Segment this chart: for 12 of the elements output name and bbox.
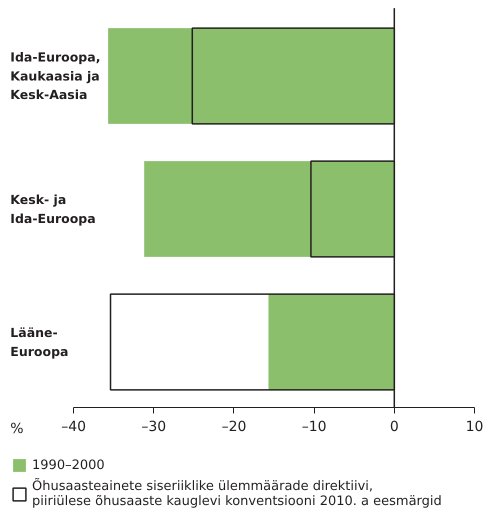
x-tick-label: 10 <box>466 419 484 436</box>
x-tick-label: –30 <box>141 419 166 436</box>
y-tick-label: Lääne-Euroopa <box>10 325 68 359</box>
legend-label: 1990–2000 <box>32 457 105 473</box>
y-tick-label: Ida-Euroopa, Kaukaasia ja Kesk-Aasia <box>10 50 100 102</box>
x-tick-label: –40 <box>61 419 86 436</box>
x-axis-title: % <box>10 421 24 438</box>
x-tick-label: –10 <box>302 419 327 436</box>
x-tick-label: –20 <box>222 419 246 436</box>
legend-label: Õhusaasteainete siseriiklike ülemmäärade direktiivi, piiriülese õhusaaste kauglevi konventsiooni 2010. a eesmärgid <box>32 479 442 509</box>
x-tick-label: 0 <box>390 419 399 436</box>
y-tick-label: Kesk- ja Ida-Euroopa <box>10 192 96 226</box>
